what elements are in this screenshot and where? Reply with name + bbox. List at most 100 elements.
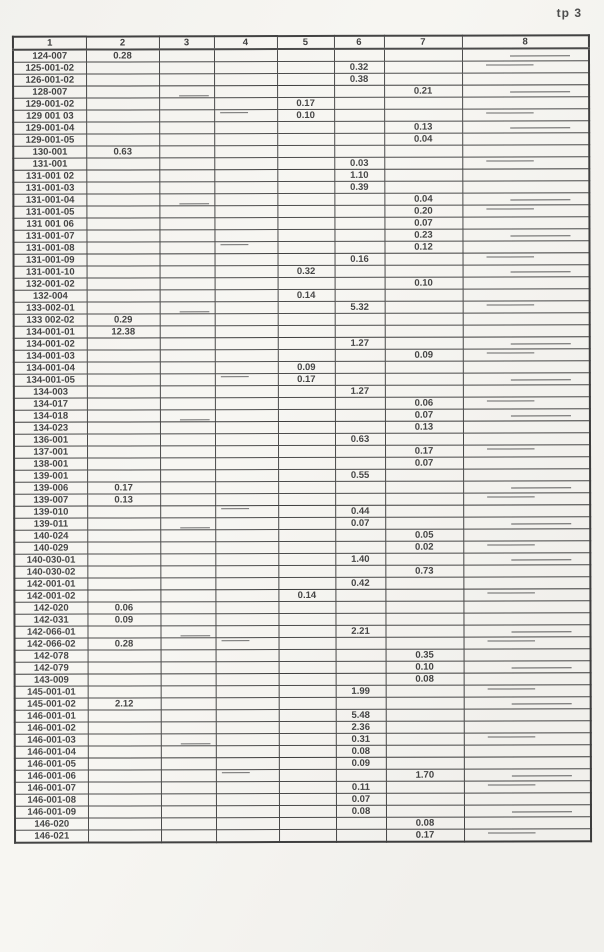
value-cell [159,253,215,266]
value-cell [462,264,590,278]
value-cell [278,625,336,638]
table-row: 146-021 0.17 [15,828,592,843]
value-cell [160,505,216,518]
row-id-cell: 137-001 [14,446,88,459]
value-cell [462,120,590,134]
value-cell: 0.08 [385,673,464,686]
value-cell [334,109,385,122]
value-cell [334,241,385,254]
value-cell [462,60,590,74]
value-cell [159,205,215,218]
value-cell [214,169,278,182]
value-cell [278,757,336,770]
value-cell [462,432,591,446]
value-cell [385,517,464,530]
value-cell [462,408,590,422]
value-cell [160,445,216,458]
row-id-cell: 131-001-08 [13,242,87,255]
row-id-cell: 146-001-08 [14,794,88,807]
value-cell [463,708,591,722]
value-cell [278,745,336,758]
value-cell [215,769,279,782]
value-cell [214,121,278,134]
row-id-cell: 142-001-02 [14,590,88,603]
value-cell [87,709,161,723]
value-cell [334,121,385,134]
value-cell [462,132,590,146]
value-cell [86,253,160,267]
value-cell [87,673,161,687]
value-cell [336,829,387,842]
value-cell [87,457,161,471]
value-cell [277,61,335,74]
value-cell [160,781,216,794]
value-cell [463,444,591,458]
value-cell: 0.05 [385,529,464,542]
value-cell [160,709,216,722]
value-cell [87,517,161,531]
value-cell [278,457,336,470]
row-id-cell: 129-001-04 [13,122,87,135]
row-id-cell: 146-001-05 [14,758,88,771]
value-cell [87,733,161,747]
value-cell [278,673,336,686]
value-cell [87,529,161,543]
value-cell [277,133,335,146]
value-cell: 0.32 [334,61,385,74]
value-cell [277,205,335,218]
value-cell [86,109,160,123]
data-table: 1 2 3 4 5 6 7 8 124-007 0.28 125-001-02 0.3… [11,34,593,844]
value-cell [214,421,278,434]
value-cell [215,757,279,770]
value-cell [384,361,463,374]
value-cell [385,577,464,590]
value-cell: 0.09 [277,361,335,374]
value-cell [384,157,463,170]
value-cell: 1.70 [385,769,464,782]
row-id-cell: 139-010 [14,506,88,519]
value-cell [278,781,336,794]
value-cell [214,145,278,158]
value-cell [463,600,591,614]
row-id-cell: 134-001-01 [13,326,87,339]
value-cell [214,337,278,350]
value-cell [385,481,464,494]
value-cell [160,529,216,542]
value-cell [86,289,160,303]
value-cell [278,529,336,542]
value-cell: 0.07 [384,409,463,422]
value-cell [159,133,215,146]
column-header: 2 [85,36,159,50]
value-cell: 0.13 [384,421,463,434]
value-cell [462,396,590,410]
value-cell: 0.17 [277,373,335,386]
value-cell [214,313,278,326]
value-cell [160,601,216,614]
value-cell [215,481,279,494]
value-cell [87,445,161,459]
value-cell: 0.23 [384,229,463,242]
value-cell [278,697,336,710]
value-cell [278,541,336,554]
value-cell [215,517,279,530]
value-cell [384,145,463,158]
value-cell [277,157,335,170]
value-cell [86,277,160,291]
value-cell [159,193,215,206]
value-cell [334,325,385,338]
value-cell [335,565,386,578]
value-cell [215,445,279,458]
value-cell [383,48,463,62]
value-cell: 2.12 [87,697,161,711]
value-cell [463,804,591,818]
value-cell: 0.39 [334,181,385,194]
table-body: 124-007 0.28 125-001-02 0.32 126-001-02 0.38 1… [12,48,592,843]
value-cell [385,613,464,626]
value-cell [160,697,216,710]
value-cell [215,649,279,662]
value-cell: 0.29 [86,313,160,327]
value-cell [277,301,335,314]
value-cell [214,409,278,422]
value-cell [159,85,215,98]
row-id-cell: 146-021 [15,830,89,843]
